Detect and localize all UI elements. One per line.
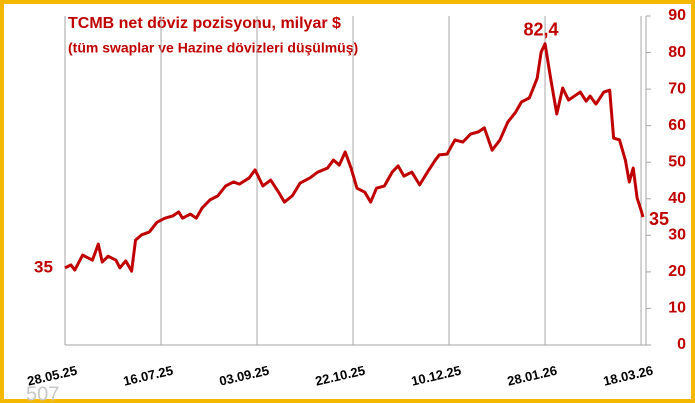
watermark: 507 [26,383,59,403]
annotation: 35 [34,257,53,276]
chart-title: TCMB net döviz pozisyonu, milyar $ [68,15,341,32]
y-tick-label: 60 [668,117,686,134]
chart-subtitle: (tüm swaplar ve Hazine dövizleri düşülmü… [68,40,358,56]
y-tick-label: 80 [668,44,686,61]
y-tick-label: 20 [668,263,686,280]
y-tick-label: 50 [668,153,686,170]
value-label: 35 [649,209,669,229]
y-tick-label: 90 [668,7,686,24]
line [64,42,645,273]
y-tick-label: 70 [668,80,686,97]
y-tick-label: 30 [668,227,686,244]
value-label: 82,4 [524,20,559,40]
y-tick-label: 40 [668,190,686,207]
y-tick-label: 10 [668,300,686,317]
y-tick-label: 0 [677,336,686,353]
